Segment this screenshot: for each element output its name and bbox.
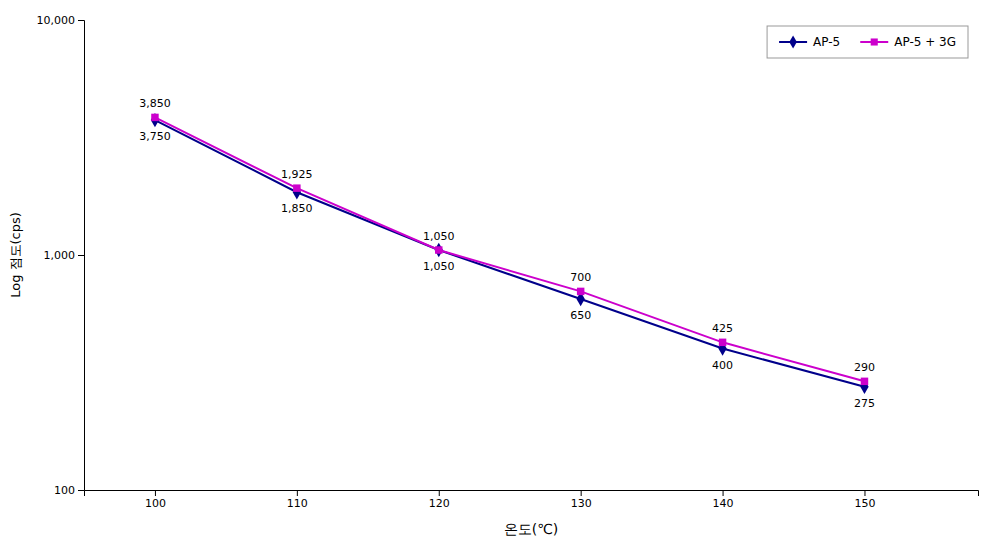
tick-mark [155,490,156,496]
plot: 100 110 120 130 140 150 100 1,000 10,000 3,750 1,8… [37,14,979,510]
marker [293,184,300,191]
data-label: 1,850 [281,202,313,215]
tick-label: 100 [54,484,75,497]
data-label: 290 [854,361,875,374]
data-label: 650 [570,309,591,322]
tick-mark [439,490,440,496]
tick-mark [864,490,865,496]
marker [293,185,301,199]
tick-label: 140 [713,497,734,510]
tick: 110 [287,490,308,510]
tick: 100 [54,484,84,497]
data-label: 1,050 [423,260,455,273]
data-label: 275 [854,397,875,410]
data-label: 400 [712,359,733,372]
series-line [155,120,865,387]
series-line [155,117,865,381]
axis-line [85,491,979,497]
tick-mark [78,20,84,21]
data-label: 700 [570,271,591,284]
legend-label: AP-5 [813,35,840,49]
tick: 130 [571,490,592,510]
legend-item: AP-5 + 3G [860,35,956,49]
marker [151,114,158,121]
legend-label: AP-5 + 3G [894,35,956,49]
tick-label: 110 [287,497,308,510]
tick-mark [297,490,298,496]
data-label: 425 [712,322,733,335]
legend-item: AP-5 [779,35,840,49]
tick-label: 120 [429,497,450,510]
marker [435,246,442,253]
data-label: 1,050 [423,230,455,243]
tick-label: 100 [145,497,166,510]
tick-mark [78,490,84,491]
chart: 100 110 120 130 140 150 100 1,000 10,000 3,750 1,8… [0,0,1002,548]
legend-marker [871,38,878,45]
tick: 150 [854,490,875,510]
legend: AP-5 AP-5 + 3G [767,26,968,58]
y-axis: 100 1,000 10,000 [37,14,85,497]
data-label: 3,850 [139,97,171,110]
tick: 140 [713,490,734,510]
x-axis: 100 110 120 130 140 150 [85,490,979,510]
marker [151,113,159,127]
marker [435,243,443,257]
tick: 120 [429,490,450,510]
legend-marker [789,35,797,48]
tick: 10,000 [37,14,85,27]
marks [151,113,869,394]
y-axis-title: Log 점도(cps) [8,212,23,298]
data-labels: 3,750 1,850 1,050 650 400 275 3,850 1,925 1,050 7… [139,97,875,409]
data-label: 1,925 [281,168,313,181]
tick-mark [78,255,84,256]
legend-box [767,26,968,58]
x-axis-title: 온도(℃) [504,521,559,537]
marker [861,378,868,385]
tick: 1,000 [44,249,85,262]
marker [719,339,726,346]
tick-label: 130 [571,497,592,510]
tick: 100 [145,490,166,510]
axis-line [78,21,85,491]
tick-mark [581,490,582,496]
tick-label: 10,000 [37,14,76,27]
tick-label: 1,000 [44,249,76,262]
marker [577,288,584,295]
data-label: 3,750 [139,130,171,143]
tick-mark [723,490,724,496]
tick-label: 150 [854,497,875,510]
